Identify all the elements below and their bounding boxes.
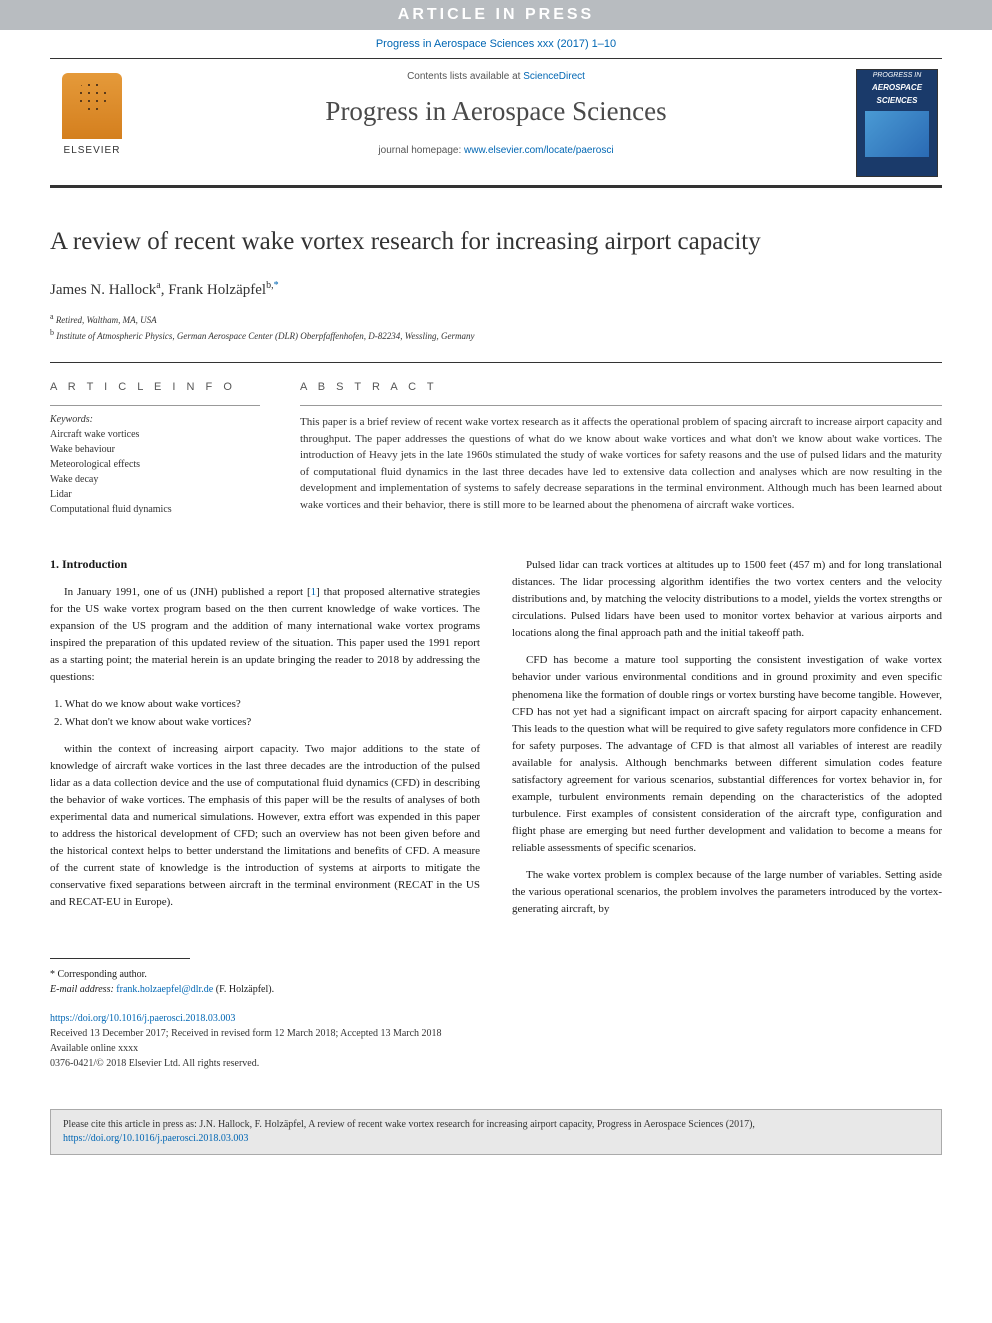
info-abstract-row: A R T I C L E I N F O Keywords: Aircraft… <box>50 362 942 517</box>
question-1: 1. What do we know about wake vortices? <box>54 696 480 713</box>
elsevier-logo: ELSEVIER <box>54 73 130 169</box>
received-line: Received 13 December 2017; Received in r… <box>50 1026 942 1041</box>
affiliation-b: Institute of Atmospheric Physics, German… <box>56 331 474 341</box>
journal-cover-thumbnail: PROGRESS IN AEROSPACE SCIENCES <box>856 69 938 177</box>
citation-box: Please cite this article in press as: J.… <box>50 1109 942 1155</box>
corr-author-label: * Corresponding author. <box>50 967 942 982</box>
homepage-line: journal homepage: www.elsevier.com/locat… <box>50 145 942 156</box>
doi-link[interactable]: https://doi.org/10.1016/j.paerosci.2018.… <box>50 1013 235 1024</box>
cover-title-2: AEROSPACE <box>857 81 937 94</box>
email-label: E-mail address: <box>50 984 114 995</box>
cover-title-1: PROGRESS IN <box>857 70 937 81</box>
elsevier-label: ELSEVIER <box>54 145 130 156</box>
email-suffix: (F. Holzäpfel). <box>216 984 274 995</box>
contents-line: Contents lists available at ScienceDirec… <box>50 67 942 82</box>
corresponding-marker: * <box>274 280 279 291</box>
corresponding-author-block: * Corresponding author. E-mail address: … <box>50 967 942 997</box>
article-title: A review of recent wake vortex research … <box>50 228 942 256</box>
column-right: Pulsed lidar can track vortices at altit… <box>512 557 942 928</box>
cite-doi-link[interactable]: https://doi.org/10.1016/j.paerosci.2018.… <box>63 1133 248 1144</box>
abstract-text: This paper is a brief review of recent w… <box>300 414 942 513</box>
article-in-press-banner: ARTICLE IN PRESS <box>0 0 992 30</box>
email-link[interactable]: frank.holzaepfel@dlr.de <box>116 984 213 995</box>
intro-p1: In January 1991, one of us (JNH) publish… <box>50 584 480 686</box>
keyword-item: Wake decay <box>50 472 260 487</box>
author-2-affil: b,* <box>266 280 279 291</box>
homepage-prefix: journal homepage: <box>378 145 464 156</box>
col2-p3: The wake vortex problem is complex becau… <box>512 867 942 918</box>
homepage-link[interactable]: www.elsevier.com/locate/paerosci <box>464 145 614 156</box>
footer-separator <box>50 958 190 959</box>
column-left: 1. Introduction In January 1991, one of … <box>50 557 480 928</box>
keyword-item: Meteorological effects <box>50 457 260 472</box>
keyword-item: Wake behaviour <box>50 442 260 457</box>
available-line: Available online xxxx <box>50 1041 942 1056</box>
keywords-list: Aircraft wake vorticesWake behaviourMete… <box>50 427 260 517</box>
author-1: James N. Hallock <box>50 282 156 298</box>
cover-image <box>865 111 929 157</box>
author-2: Frank Holzäpfel <box>168 282 266 298</box>
cite-text: Please cite this article in press as: J.… <box>63 1119 755 1130</box>
article-info-column: A R T I C L E I N F O Keywords: Aircraft… <box>50 381 260 517</box>
doi-block: https://doi.org/10.1016/j.paerosci.2018.… <box>50 1011 942 1071</box>
section-1-heading: 1. Introduction <box>50 557 480 572</box>
keywords-label: Keywords: <box>50 414 260 425</box>
keyword-item: Lidar <box>50 487 260 502</box>
body-two-column: 1. Introduction In January 1991, one of … <box>50 557 942 928</box>
col2-p1: Pulsed lidar can track vortices at altit… <box>512 557 942 642</box>
sciencedirect-link[interactable]: ScienceDirect <box>523 71 585 82</box>
elsevier-tree-icon <box>62 73 122 139</box>
cover-title-3: SCIENCES <box>857 94 937 107</box>
keyword-item: Aircraft wake vortices <box>50 427 260 442</box>
ref-1-link[interactable]: 1 <box>311 586 317 598</box>
abstract-heading: A B S T R A C T <box>300 381 942 393</box>
abstract-divider <box>300 405 942 406</box>
keyword-item: Computational fluid dynamics <box>50 502 260 517</box>
col2-p2: CFD has become a mature tool supporting … <box>512 652 942 857</box>
question-list: 1. What do we know about wake vortices? … <box>54 696 480 730</box>
journal-header: ELSEVIER PROGRESS IN AEROSPACE SCIENCES … <box>50 58 942 188</box>
author-1-affil: a <box>156 280 160 291</box>
abstract-column: A B S T R A C T This paper is a brief re… <box>300 381 942 517</box>
copyright-line: 0376-0421/© 2018 Elsevier Ltd. All right… <box>50 1056 942 1071</box>
citation-line: Progress in Aerospace Sciences xxx (2017… <box>0 30 992 54</box>
question-2: 2. What don't we know about wake vortice… <box>54 714 480 731</box>
affiliations: a Retired, Waltham, MA, USA b Institute … <box>50 311 942 342</box>
info-divider <box>50 405 260 406</box>
affiliation-a: Retired, Waltham, MA, USA <box>56 315 157 325</box>
article-content: A review of recent wake vortex research … <box>0 188 992 1091</box>
contents-prefix: Contents lists available at <box>407 71 523 82</box>
journal-title: Progress in Aerospace Sciences <box>50 96 942 127</box>
authors-line: James N. Hallocka, Frank Holzäpfelb,* <box>50 280 942 299</box>
article-info-heading: A R T I C L E I N F O <box>50 381 260 393</box>
intro-p2: within the context of increasing airport… <box>50 741 480 911</box>
